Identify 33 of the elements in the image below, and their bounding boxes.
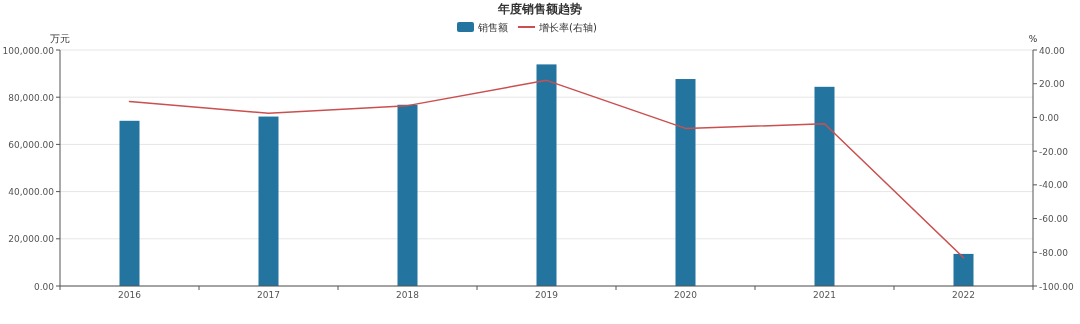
y-tick-label: 100,000.00: [2, 45, 55, 56]
x-tick-label: 2019: [535, 290, 559, 300]
x-tick-label: 2016: [118, 290, 142, 300]
bar: [397, 104, 418, 286]
bar: [953, 253, 974, 286]
y2-tick-label: 40.00: [1039, 45, 1066, 56]
legend-label: 销售额: [477, 21, 508, 33]
y2-tick-label: -60.00: [1039, 214, 1069, 225]
y-tick-label: 0.00: [33, 281, 55, 292]
x-tick-label: 2018: [396, 290, 420, 300]
bar: [258, 116, 279, 286]
x-tick-label: 2020: [674, 290, 698, 300]
bar: [675, 79, 696, 286]
y2-tick-label: -80.00: [1039, 247, 1069, 258]
bar: [814, 86, 835, 286]
bar: [536, 64, 557, 286]
y-tick-label: 60,000.00: [8, 139, 55, 150]
chart-title: 年度销售额趋势: [497, 2, 582, 16]
y-tick-label: 40,000.00: [8, 187, 55, 198]
bar: [119, 120, 140, 286]
y2-tick-label: -100.00: [1039, 281, 1075, 292]
y2-tick-label: 0.00: [1039, 112, 1060, 123]
y2-tick-label: -20.00: [1039, 146, 1069, 157]
legend-label: 增长率(右轴): [538, 21, 597, 33]
x-tick-label: 2017: [257, 290, 280, 300]
y-tick-label: 80,000.00: [8, 92, 55, 103]
x-tick-label: 2021: [813, 290, 836, 300]
y2-tick-label: -40.00: [1039, 180, 1069, 191]
y-axis-title: 万元: [50, 33, 70, 44]
y-tick-label: 20,000.00: [8, 234, 55, 245]
y2-axis-title: %: [1028, 34, 1038, 44]
x-tick-label: 2022: [952, 290, 975, 300]
y2-tick-label: 20.00: [1039, 79, 1066, 90]
